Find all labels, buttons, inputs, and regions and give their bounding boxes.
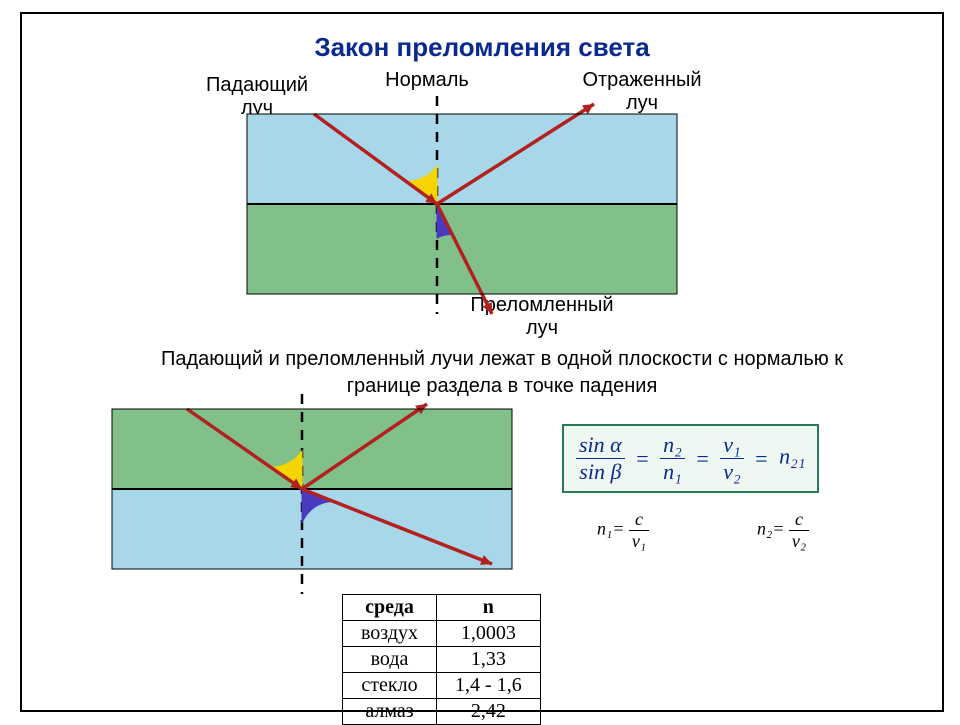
table-row: алмаз2,42	[343, 699, 541, 725]
f-den: n₁	[660, 459, 685, 485]
f-num: v₁	[720, 432, 743, 459]
f-den: sin β	[576, 459, 625, 485]
frame: Закон преломления света Падающийлуч Норм…	[20, 12, 944, 712]
table-cell: 1,33	[437, 647, 541, 673]
table-cell: 2,42	[437, 699, 541, 725]
refraction-table: среда n воздух1,0003вода1,33стекло1,4 - …	[342, 594, 541, 725]
table-cell: 1,4 - 1,6	[437, 673, 541, 699]
table-col-n: n	[437, 595, 541, 621]
main-formula: sin αsin β = n₂n₁ = v₁v₂ = n₂₁	[562, 424, 819, 493]
formula-n2: n₂= cv₂	[757, 509, 809, 552]
table-cell: 1,0003	[437, 621, 541, 647]
table-row: вода1,33	[343, 647, 541, 673]
table-cell: вода	[343, 647, 437, 673]
table-cell: воздух	[343, 621, 437, 647]
table-row: воздух1,0003	[343, 621, 541, 647]
lhs: n₂=	[757, 519, 784, 539]
table-row: стекло1,4 - 1,6	[343, 673, 541, 699]
formula-n1: n₁= cv₁	[597, 509, 649, 552]
num: c	[789, 509, 809, 531]
f-num: sin α	[576, 432, 625, 459]
num: c	[629, 509, 649, 531]
den: v₁	[629, 531, 649, 552]
f-den: v₂	[720, 459, 743, 485]
table-cell: стекло	[343, 673, 437, 699]
table-cell: алмаз	[343, 699, 437, 725]
f-final: n₂₁	[779, 444, 805, 469]
lhs: n₁=	[597, 519, 624, 539]
table-col-medium: среда	[343, 595, 437, 621]
den: v₂	[789, 531, 809, 552]
f-num: n₂	[660, 432, 685, 459]
